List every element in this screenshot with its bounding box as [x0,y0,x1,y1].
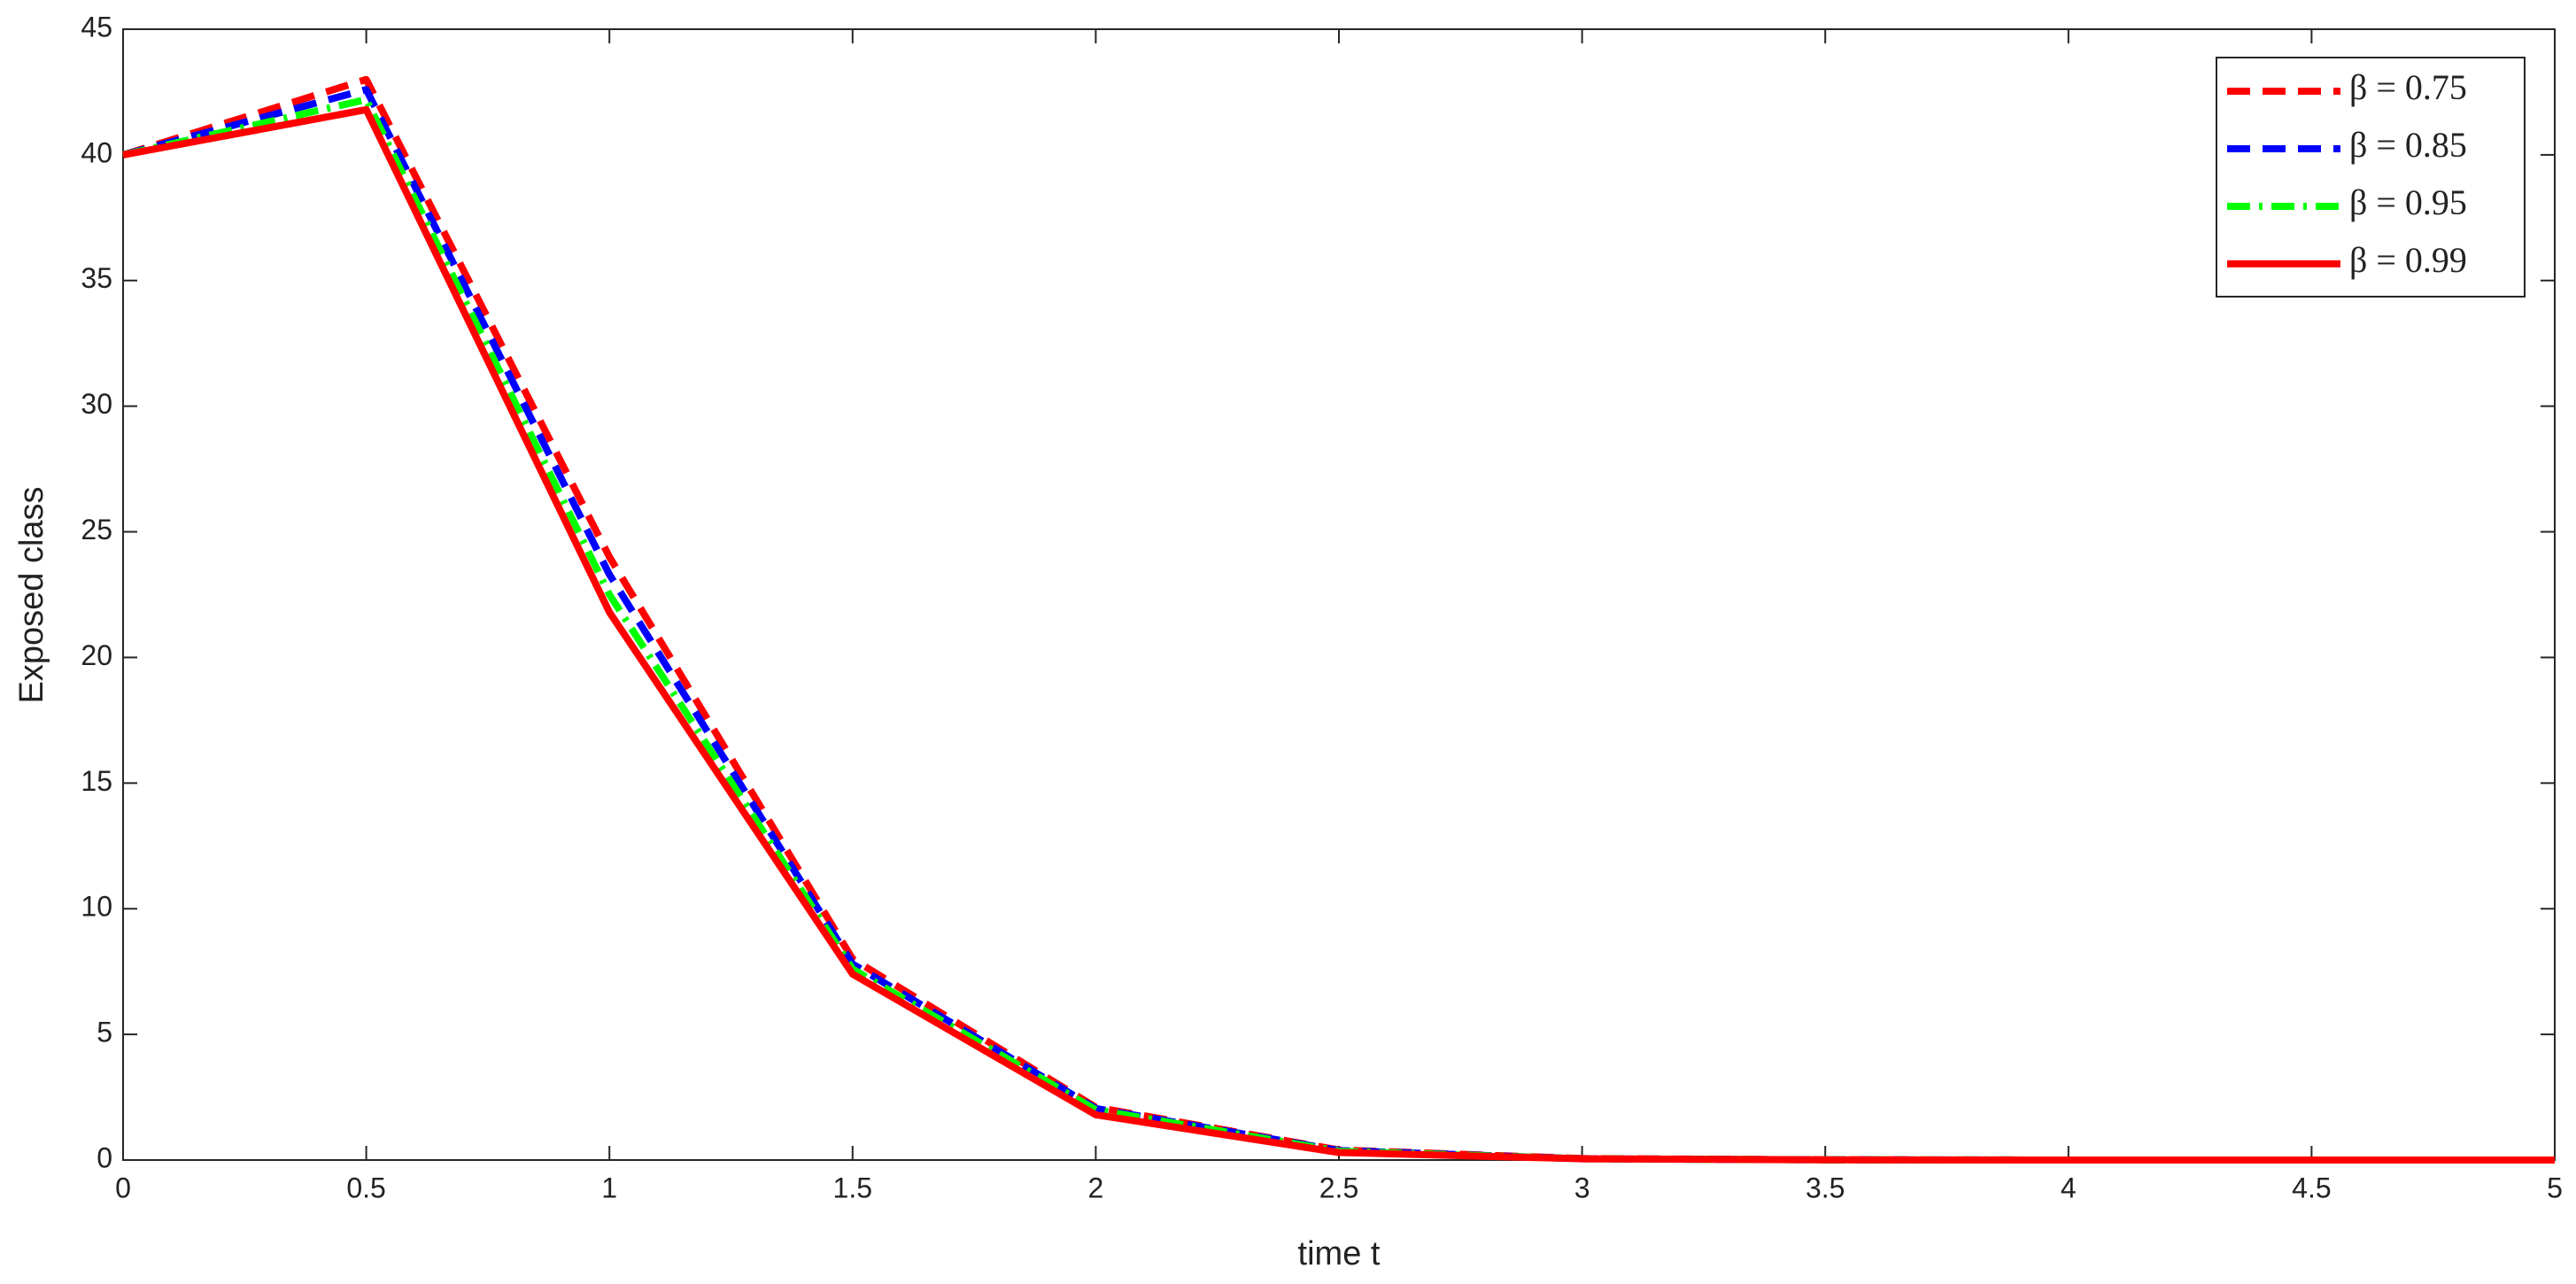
x-tick-label: 0 [115,1172,131,1203]
x-tick-label: 3.5 [1806,1172,1845,1203]
x-tick-label: 2 [1088,1172,1104,1203]
legend-label: β = 0.99 [2349,240,2467,280]
x-tick-label: 1.5 [833,1172,872,1203]
legend-box [2216,57,2526,298]
legend-label: β = 0.95 [2349,182,2467,222]
y-tick-label: 30 [81,388,112,420]
x-tick-label: 0.5 [346,1172,385,1203]
y-axis-label: Exposed class [13,486,50,703]
x-tick-label: 3 [1574,1172,1590,1203]
series-line [122,105,2555,1164]
y-tick-label: 35 [81,262,112,294]
y-tick-label: 5 [97,1017,112,1048]
y-tick-label: 45 [81,11,112,43]
y-tick-label: 0 [97,1141,112,1173]
y-tick-label: 10 [81,891,112,923]
y-tick-label: 20 [81,639,112,671]
x-tick-label: 5 [2547,1172,2563,1203]
y-tick-label: 15 [81,765,112,797]
plot-area [122,28,2556,1161]
y-tick-label: 25 [81,514,112,545]
x-tick-label: 4 [2061,1172,2077,1203]
x-axis-label: time t [1298,1235,1381,1272]
legend-label: β = 0.85 [2349,125,2467,165]
legend-label: β = 0.75 [2349,67,2467,107]
x-tick-label: 1 [601,1172,617,1203]
x-tick-label: 2.5 [1319,1172,1358,1203]
y-tick-label: 40 [81,136,112,168]
x-tick-label: 4.5 [2292,1172,2331,1203]
